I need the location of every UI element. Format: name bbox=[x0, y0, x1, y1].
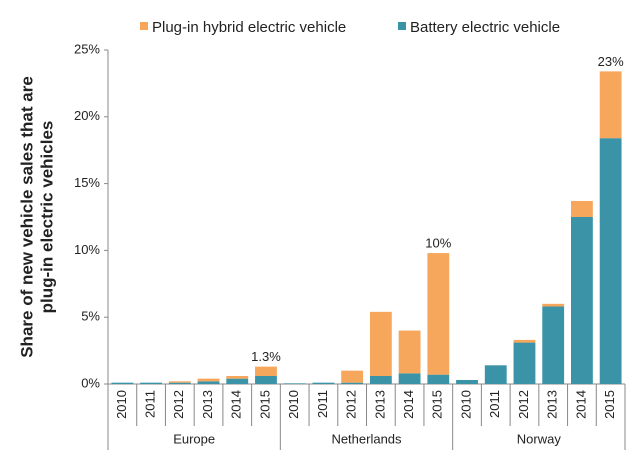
bar-segment bbox=[140, 382, 162, 384]
legend-label: Battery electric vehicle bbox=[410, 19, 560, 36]
x-tick-label: 2014 bbox=[401, 390, 416, 419]
bar-segment bbox=[197, 378, 220, 382]
legend-swatch bbox=[140, 22, 148, 30]
bar-segment bbox=[341, 370, 364, 383]
bar-segment bbox=[542, 303, 565, 307]
bar-segment bbox=[369, 311, 392, 376]
bar-segment bbox=[197, 381, 220, 384]
bar-segment bbox=[427, 374, 450, 384]
bar-segment bbox=[599, 71, 622, 139]
bar-segment bbox=[226, 375, 249, 379]
y-tick-label: 10% bbox=[74, 242, 100, 257]
group-label: Netherlands bbox=[331, 431, 402, 446]
y-tick-label: 15% bbox=[74, 175, 100, 190]
x-tick-label: 2012 bbox=[516, 390, 531, 419]
y-tick-label: 0% bbox=[81, 375, 100, 390]
x-tick-label: 2014 bbox=[573, 390, 588, 419]
bar-segment bbox=[571, 200, 593, 217]
bar-segment bbox=[427, 253, 450, 375]
bar-segment bbox=[168, 382, 191, 384]
bar-segment bbox=[255, 366, 277, 376]
x-tick-label: 2010 bbox=[458, 390, 473, 419]
legend-swatch bbox=[398, 22, 406, 30]
x-tick-label: 2015 bbox=[257, 390, 272, 419]
bar-segment bbox=[513, 339, 536, 343]
y-tick-label: 25% bbox=[74, 41, 100, 56]
y-axis-title-line: Share of new vehicle sales that are bbox=[17, 76, 36, 358]
annotation: 1.3% bbox=[251, 349, 281, 364]
x-tick-label: 2010 bbox=[286, 390, 301, 419]
bar-segment bbox=[456, 379, 478, 384]
x-tick-label: 2015 bbox=[602, 390, 617, 419]
y-tick-label: 5% bbox=[81, 309, 100, 324]
group-label: Norway bbox=[517, 431, 562, 446]
bar-segment bbox=[599, 138, 622, 384]
bar-segment bbox=[369, 375, 392, 384]
x-tick-label: 2010 bbox=[114, 390, 129, 419]
x-tick-label: 2013 bbox=[372, 390, 387, 419]
bar-segment bbox=[312, 382, 335, 384]
bar-segment bbox=[283, 383, 306, 384]
x-tick-label: 2011 bbox=[487, 390, 502, 418]
legend-label: Plug-in hybrid electric vehicle bbox=[152, 19, 346, 36]
bar-segment bbox=[226, 378, 249, 384]
x-tick-label: 2014 bbox=[229, 390, 244, 419]
x-tick-label: 2015 bbox=[430, 390, 445, 419]
bar-segment bbox=[168, 381, 191, 383]
annotation: 23% bbox=[598, 54, 624, 69]
x-tick-label: 2012 bbox=[344, 390, 359, 419]
x-tick-label: 2011 bbox=[315, 390, 330, 418]
x-tick-label: 2013 bbox=[200, 390, 215, 419]
x-tick-label: 2012 bbox=[171, 390, 186, 419]
bar-segment bbox=[341, 382, 364, 384]
annotation: 10% bbox=[425, 236, 451, 251]
x-tick-label: 2011 bbox=[143, 390, 158, 418]
bar-segment bbox=[542, 306, 565, 384]
y-axis-title: Share of new vehicle sales that are plug… bbox=[17, 76, 56, 358]
bar-segment bbox=[484, 365, 507, 384]
bar-segment bbox=[111, 382, 134, 384]
y-tick-label: 20% bbox=[74, 108, 100, 123]
x-tick-label: 2013 bbox=[545, 390, 560, 419]
bar-segment bbox=[255, 375, 277, 384]
y-axis-title-line: plug-in electric vehicles bbox=[37, 121, 56, 314]
group-label: Europe bbox=[173, 431, 215, 446]
bar-segment bbox=[571, 217, 593, 384]
bar-segment bbox=[398, 330, 421, 374]
bar-segment bbox=[513, 342, 536, 384]
bar-segment bbox=[398, 373, 421, 384]
